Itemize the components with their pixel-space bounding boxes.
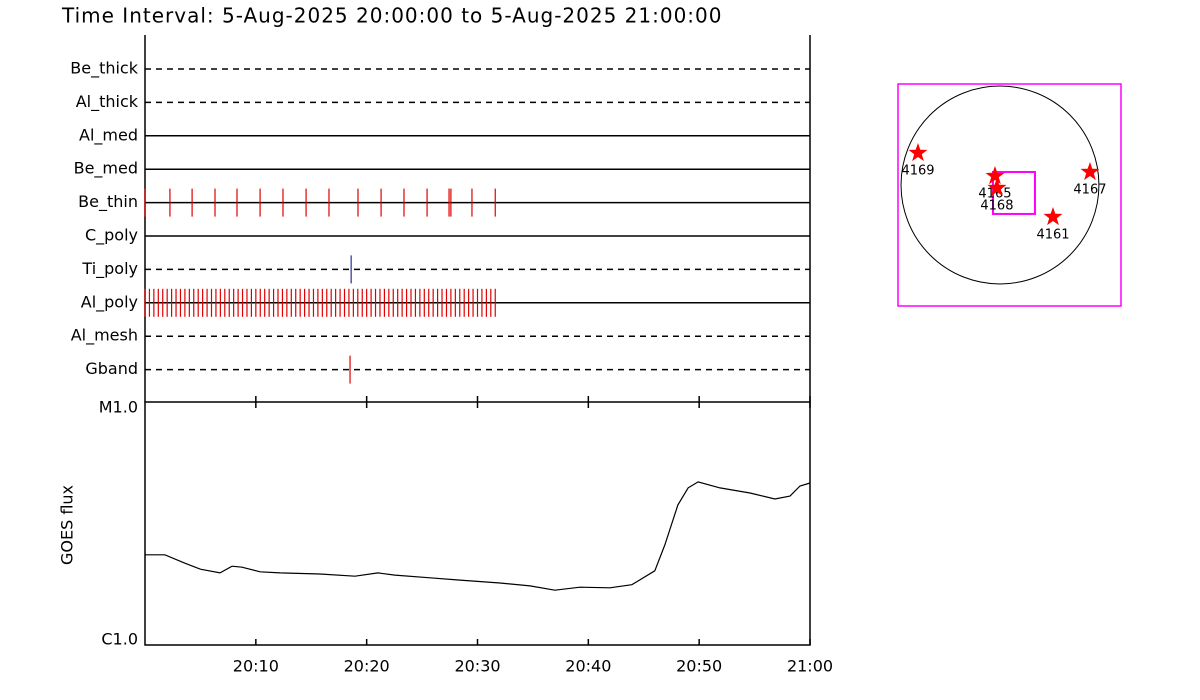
region-label: 4167 bbox=[1073, 182, 1106, 197]
row-label: Al_mesh bbox=[71, 326, 138, 346]
y-tick-label: C1.0 bbox=[101, 630, 138, 649]
x-tick-label: 20:30 bbox=[454, 657, 500, 676]
region-label: 4161 bbox=[1036, 227, 1069, 242]
map-frame bbox=[897, 83, 1122, 307]
x-tick-label: 20:40 bbox=[565, 657, 611, 676]
solar-limb bbox=[900, 85, 1100, 285]
row-label: Al_thick bbox=[76, 92, 139, 112]
y-axis-label: GOES flux bbox=[58, 485, 77, 565]
x-tick-label: 20:10 bbox=[233, 657, 279, 676]
row-label: Al_poly bbox=[81, 292, 138, 312]
y-tick-label: M1.0 bbox=[99, 398, 138, 417]
row-label: Gband bbox=[85, 359, 138, 378]
region-star bbox=[1080, 162, 1100, 181]
row-label: C_poly bbox=[85, 226, 138, 246]
region-star bbox=[985, 166, 1005, 185]
goes-curve bbox=[145, 481, 811, 591]
title: Time Interval: 5-Aug-2025 20:00:00 to 5-… bbox=[61, 4, 723, 28]
row-label: Ti_poly bbox=[81, 259, 138, 279]
region-label: 4165 bbox=[978, 187, 1011, 202]
row-label: Be_thick bbox=[70, 59, 138, 79]
row-label: Be_med bbox=[74, 159, 138, 179]
x-tick-label: 20:20 bbox=[344, 657, 390, 676]
frame bbox=[144, 401, 811, 646]
region-label: 4169 bbox=[901, 164, 934, 179]
region-label: 4168 bbox=[980, 199, 1013, 214]
row-label: Al_med bbox=[79, 125, 138, 145]
row-label: Be_thin bbox=[78, 192, 138, 212]
region-star bbox=[987, 178, 1007, 197]
x-tick-label: 21:00 bbox=[787, 657, 833, 676]
region-star bbox=[1043, 207, 1063, 226]
x-tick-label: 20:50 bbox=[676, 657, 722, 676]
region-star bbox=[908, 143, 928, 162]
